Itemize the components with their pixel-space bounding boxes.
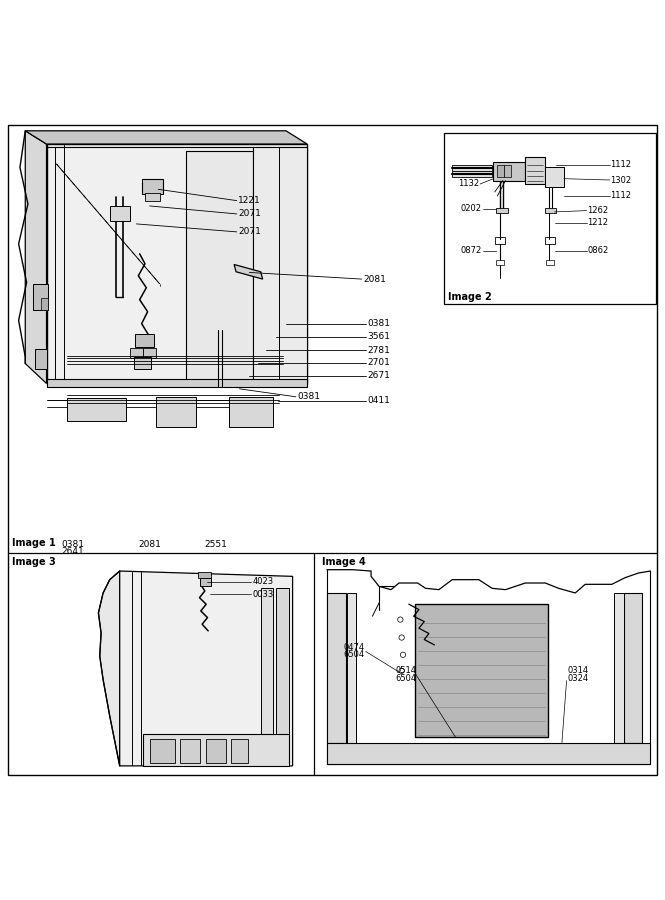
Bar	[47, 144, 307, 383]
Text: 1262: 1262	[587, 206, 608, 215]
Text: 0381: 0381	[61, 540, 84, 549]
Text: 2671: 2671	[367, 371, 390, 380]
Polygon shape	[234, 265, 263, 279]
Bar	[546, 260, 554, 265]
Bar	[180, 739, 200, 762]
Bar	[415, 604, 548, 737]
Bar	[134, 357, 151, 369]
Bar	[261, 588, 273, 744]
Text: 0202: 0202	[460, 204, 481, 213]
Bar	[186, 151, 253, 380]
Bar	[135, 334, 154, 346]
Bar	[47, 379, 307, 387]
Bar	[143, 734, 289, 766]
Text: 0324: 0324	[568, 673, 589, 682]
Text: 1221: 1221	[238, 196, 261, 205]
Bar	[444, 133, 656, 303]
Text: Image 3: Image 3	[12, 557, 56, 567]
Text: 2071: 2071	[238, 210, 261, 219]
Text: 1112: 1112	[610, 160, 632, 169]
Bar	[545, 167, 564, 187]
Text: Image 1: Image 1	[12, 538, 56, 548]
Polygon shape	[98, 571, 120, 766]
Bar	[525, 158, 545, 184]
Text: 6504: 6504	[395, 673, 416, 682]
Bar	[33, 284, 48, 310]
Text: 2781: 2781	[367, 346, 390, 355]
Bar	[156, 397, 196, 427]
Bar	[143, 347, 156, 358]
Text: 6504: 6504	[344, 651, 365, 660]
Bar	[206, 739, 226, 762]
Bar	[452, 171, 492, 177]
Text: 0872: 0872	[460, 246, 481, 255]
Bar	[198, 572, 211, 578]
Bar	[452, 165, 492, 171]
Bar	[347, 593, 356, 742]
Bar	[545, 208, 556, 213]
Bar	[231, 739, 248, 762]
Bar	[504, 166, 511, 177]
Bar	[614, 593, 624, 742]
Text: 2701: 2701	[367, 358, 390, 367]
Text: 1302: 1302	[610, 176, 632, 184]
Bar	[130, 347, 143, 358]
Text: 2641: 2641	[61, 547, 84, 556]
Bar	[496, 208, 508, 213]
Bar	[229, 397, 273, 427]
Polygon shape	[25, 130, 47, 383]
Text: 0862: 0862	[587, 246, 608, 255]
Text: 0514: 0514	[395, 666, 416, 675]
Bar	[200, 578, 211, 586]
Polygon shape	[120, 571, 293, 766]
Text: 4023: 4023	[253, 577, 274, 586]
Bar	[142, 179, 163, 194]
Text: 0314: 0314	[568, 666, 589, 675]
Bar	[495, 238, 505, 244]
Text: Image 2: Image 2	[448, 292, 492, 302]
Bar	[496, 260, 504, 265]
Bar	[545, 238, 555, 244]
Text: Image 4: Image 4	[322, 557, 366, 567]
Polygon shape	[253, 148, 307, 380]
Bar	[150, 739, 175, 762]
Text: 0381: 0381	[367, 320, 390, 328]
Text: 3561: 3561	[367, 332, 390, 341]
Bar	[327, 742, 650, 764]
Text: 0474: 0474	[344, 643, 365, 652]
Bar	[497, 166, 504, 177]
Bar	[493, 162, 525, 181]
Bar	[145, 193, 160, 201]
Text: 2071: 2071	[238, 228, 261, 237]
Bar	[41, 299, 48, 310]
Bar	[35, 349, 47, 369]
Text: 0033: 0033	[253, 590, 274, 598]
Text: 0411: 0411	[367, 396, 390, 405]
Text: 2551: 2551	[204, 540, 227, 549]
Text: 1212: 1212	[587, 218, 608, 227]
Text: 1112: 1112	[610, 192, 632, 201]
Text: 0381: 0381	[297, 392, 321, 401]
Text: 2081: 2081	[138, 540, 161, 549]
Bar	[276, 588, 289, 744]
Polygon shape	[25, 130, 307, 144]
Bar	[624, 593, 642, 742]
Text: 1132: 1132	[458, 179, 479, 188]
Bar	[110, 206, 130, 220]
Bar	[327, 593, 346, 742]
Bar	[66, 398, 126, 421]
Text: 2081: 2081	[363, 274, 386, 284]
